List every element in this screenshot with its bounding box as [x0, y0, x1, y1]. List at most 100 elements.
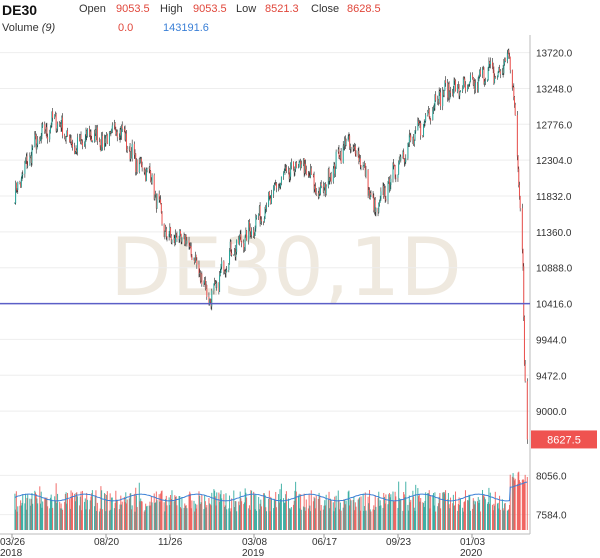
candle-body-258 [270, 197, 272, 204]
candle-body-66 [79, 134, 81, 142]
candle-body-399 [410, 135, 412, 141]
volume-bar-88 [101, 490, 103, 530]
candle-body-440 [452, 92, 454, 96]
candle-body-419 [430, 119, 432, 121]
volume-bar-272 [284, 502, 286, 530]
volume-bar-493 [504, 503, 506, 530]
volume-bar-212 [224, 505, 226, 530]
candle-body-276 [288, 169, 290, 180]
candle-body-60 [74, 147, 76, 154]
volume-bar-373 [384, 503, 386, 530]
volume-bar-470 [482, 489, 484, 530]
volume-bar-225 [238, 501, 240, 530]
candle-body-322 [334, 164, 336, 174]
volume-bar-326 [338, 499, 340, 530]
candle-body-65 [79, 137, 81, 142]
candle-body-46 [59, 124, 61, 126]
candle-body-460 [472, 75, 474, 78]
candle-body-179 [191, 255, 193, 260]
volume-bar-412 [423, 506, 425, 530]
candle-body-71 [84, 138, 86, 145]
candle-body-189 [201, 273, 203, 285]
volume-bar-113 [125, 503, 127, 530]
volume-bar-127 [140, 498, 142, 530]
volume-bar-70 [84, 501, 86, 530]
volume-bar-215 [228, 508, 230, 530]
volume-bar-126 [139, 501, 141, 530]
volume-bar-10 [24, 503, 26, 530]
candle-body-436 [447, 83, 449, 98]
candle-body-420 [432, 111, 434, 121]
volume-value: 0.0 [118, 22, 134, 34]
volume-bar-464 [474, 501, 476, 530]
candle-body-313 [324, 184, 326, 195]
volume-bar-444 [455, 491, 457, 530]
volume-bar-304 [315, 495, 317, 530]
candle-body-204 [216, 282, 218, 288]
volume-bar-63 [76, 492, 78, 530]
candle-body-146 [159, 199, 161, 201]
candle-body-251 [263, 218, 265, 222]
volume-bar-398 [409, 502, 411, 530]
candle-body-32 [45, 127, 47, 134]
volume-bar-461 [472, 498, 474, 530]
candle-body-464 [474, 82, 476, 90]
candle-body-422 [433, 106, 435, 109]
volume-bar-157 [170, 494, 172, 530]
candle-body-157 [170, 227, 172, 237]
candle-body-56 [69, 137, 71, 142]
candle-body-14 [27, 165, 29, 167]
candle-body-177 [189, 246, 191, 248]
volume-bar-102 [115, 490, 117, 530]
volume-bar-75 [89, 509, 91, 530]
candle-body-304 [315, 192, 317, 194]
volume-bar-234 [246, 497, 248, 530]
volume-bar-351 [363, 510, 365, 530]
candle-body-257 [269, 196, 271, 198]
candle-body-486 [497, 72, 499, 77]
volume-bar-455 [467, 500, 469, 530]
volume-bar-130 [143, 511, 145, 530]
volume-bar-315 [327, 499, 329, 530]
candle-body-77 [90, 131, 92, 139]
candle-body-39 [52, 111, 54, 118]
candle-body-287 [299, 161, 301, 163]
candle-body-224 [236, 239, 238, 252]
volume-bar-203 [215, 505, 217, 530]
candle-body-300 [312, 174, 314, 176]
volume-bar-194 [206, 504, 208, 530]
candle-body-166 [179, 230, 181, 240]
candle-body-333 [344, 139, 346, 146]
volume-bar-269 [280, 483, 282, 530]
volume-bar-138 [150, 496, 152, 530]
volume-bar-505 [516, 483, 518, 530]
volume-bar-206 [219, 501, 221, 530]
volume-bar-332 [344, 499, 346, 530]
candle-body-67 [80, 134, 82, 141]
candle-body-107 [120, 129, 122, 136]
volume-bar-213 [225, 493, 227, 530]
candle-body-228 [240, 234, 242, 242]
last-price-tag: 8627.5 [531, 430, 597, 449]
volume-bar-496 [507, 509, 509, 530]
candle-body-349 [360, 165, 362, 168]
volume-bar-237 [249, 509, 251, 530]
volume-bar-129 [141, 501, 143, 530]
volume-bar-287 [299, 508, 301, 530]
volume-bar-507 [518, 471, 520, 530]
candle-body-261 [273, 184, 275, 187]
candle-body-503 [513, 97, 515, 105]
candle-body-314 [325, 186, 327, 195]
volume-bar-432 [443, 491, 445, 530]
volume-bar-116 [129, 493, 131, 530]
volume-bar-282 [294, 490, 296, 530]
candle-body-113 [125, 133, 127, 150]
volume-bar-84 [96, 502, 98, 530]
volume-bar-112 [125, 492, 127, 530]
candle-body-188 [200, 273, 202, 281]
volume-bar-438 [449, 508, 451, 530]
candle-body-196 [209, 298, 211, 305]
volume-bar-97 [110, 509, 112, 530]
candle-body-330 [342, 145, 344, 163]
